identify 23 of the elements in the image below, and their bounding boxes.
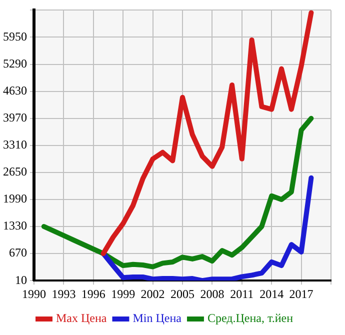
x-tick-label: 1999 [111, 286, 136, 301]
legend-label: Max Цена [56, 311, 108, 326]
legend-label: Min Цена [132, 311, 182, 326]
y-tick-label: 1330 [3, 218, 27, 233]
y-tick-label: 2650 [3, 164, 27, 179]
x-tick-label: 2005 [170, 286, 194, 301]
y-tick-label: 5950 [3, 29, 27, 44]
x-tick-label: 1996 [81, 286, 106, 301]
y-tick-label: 5290 [3, 56, 27, 70]
x-tick-label: 2008 [200, 286, 224, 301]
y-tick-label: 1990 [3, 192, 27, 206]
x-tick-label: 1993 [52, 286, 76, 301]
y-tick-label: 670 [9, 246, 27, 260]
legend-label: Сред.Цена, т.йен [207, 311, 294, 326]
x-tick-label: 2002 [140, 286, 165, 301]
x-tick-label: 1990 [22, 286, 46, 301]
x-tick-label: 2017 [289, 286, 314, 301]
x-tick-label: 2011 [230, 286, 254, 301]
y-tick-label: 3970 [3, 110, 27, 125]
y-tick-label: 10 [15, 272, 27, 287]
y-tick-label: 4630 [3, 83, 27, 98]
y-tick-label: 3310 [3, 138, 27, 152]
x-tick-label: 2014 [260, 286, 284, 301]
